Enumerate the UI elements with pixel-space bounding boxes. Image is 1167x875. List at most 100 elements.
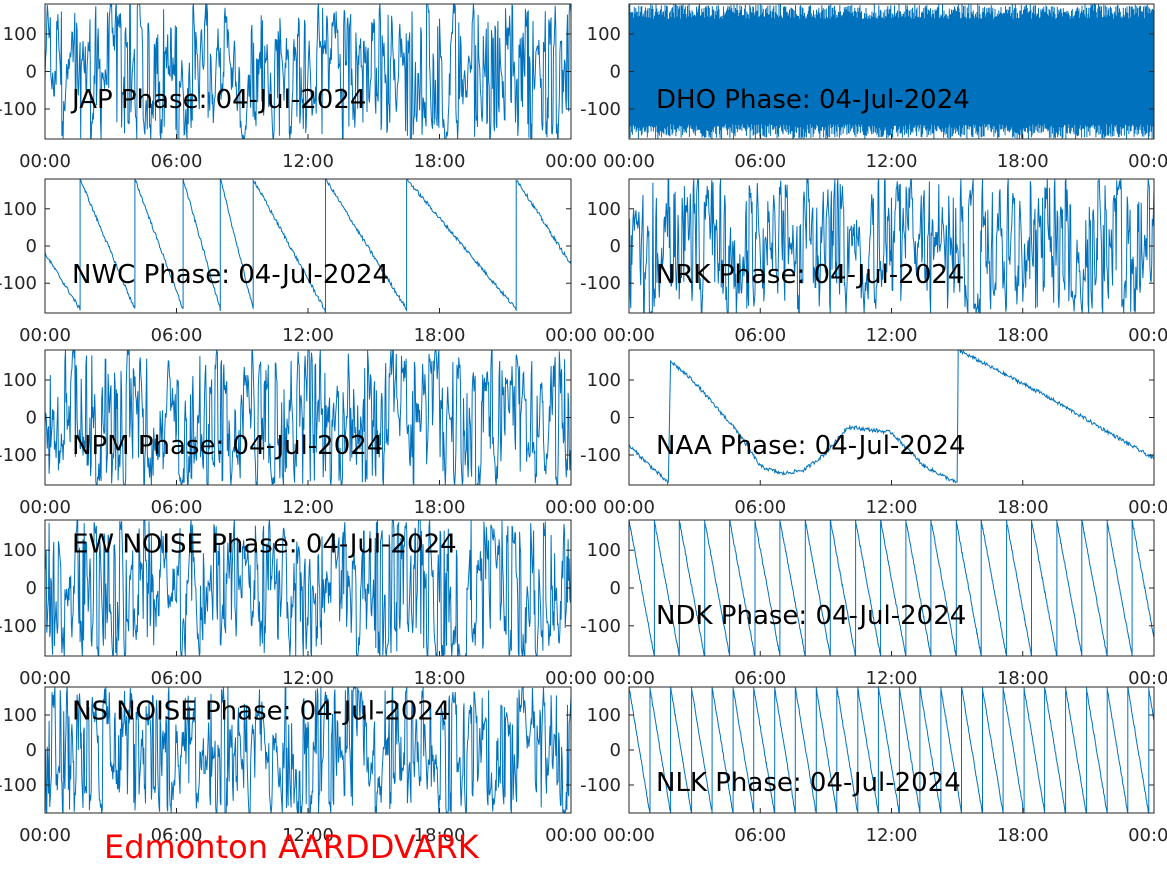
y-tick-label: 0: [26, 578, 37, 599]
panel-title: NPM Phase: 04-Jul-2024: [72, 431, 383, 461]
x-tick-label: 18:00: [997, 668, 1049, 689]
phase-series-line: [45, 687, 571, 813]
panel-title: NLK Phase: 04-Jul-2024: [656, 768, 961, 798]
x-tick-label: 06:00: [734, 497, 786, 518]
x-tick-label: 00:00: [19, 151, 71, 172]
x-tick-label: 00:00: [1128, 497, 1167, 518]
phase-series-line: [45, 179, 571, 313]
y-tick-label: 100: [587, 370, 621, 391]
y-tick-label: -100: [0, 273, 37, 294]
x-tick-label: 12:00: [282, 825, 334, 846]
panel-title: DHO Phase: 04-Jul-2024: [656, 85, 970, 115]
panel-title: NAA Phase: 04-Jul-2024: [656, 431, 966, 461]
x-tick-label: 18:00: [997, 825, 1049, 846]
x-tick-label: 12:00: [282, 151, 334, 172]
x-tick-label: 12:00: [866, 497, 918, 518]
x-tick-label: 06:00: [151, 668, 203, 689]
x-tick-label: 18:00: [414, 668, 466, 689]
x-tick-label: 06:00: [151, 325, 203, 346]
x-tick-label: 06:00: [734, 325, 786, 346]
panel-title: NWC Phase: 04-Jul-2024: [72, 260, 389, 290]
phase-series-line: [629, 350, 1154, 485]
panel-4: 100 0 -100 00:00 06:00 12:00 18:00 00:00 NRK Pha…: [580, 178, 1167, 346]
panel-title: NRK Phase: 04-Jul-2024: [656, 260, 964, 290]
x-tick-label: 06:00: [734, 825, 786, 846]
x-tick-label: 00:00: [545, 497, 597, 518]
y-tick-label: -100: [580, 775, 621, 796]
x-tick-label: 12:00: [866, 668, 918, 689]
panel-1: 100 0 -100 00:00 06:00 12:00 18:00 00:00 JAP Pha…: [0, 3, 597, 172]
y-tick-label: 0: [610, 62, 621, 83]
phase-series-line: [629, 4, 1154, 139]
x-tick-label: 00:00: [545, 825, 597, 846]
x-tick-label: 18:00: [997, 151, 1049, 172]
y-tick-label: 100: [587, 540, 621, 561]
x-tick-label: 00:00: [603, 497, 655, 518]
x-tick-label: 06:00: [151, 825, 203, 846]
axes-frame: [44, 178, 572, 314]
phase-series-line: [45, 350, 571, 485]
x-tick-label: 06:00: [734, 668, 786, 689]
x-tick-label: 12:00: [282, 325, 334, 346]
panel-9: 100 0 -100 00:00 06:00 12:00 18:00 00:00 NS NOIS…: [0, 686, 597, 846]
y-tick-label: -100: [0, 616, 37, 637]
x-tick-label: 18:00: [414, 497, 466, 518]
y-tick-label: 100: [3, 199, 37, 220]
x-tick-label: 00:00: [1128, 325, 1167, 346]
y-tick-label: 0: [26, 236, 37, 257]
x-tick-label: 00:00: [19, 825, 71, 846]
x-tick-label: 12:00: [866, 151, 918, 172]
panel-3: 100 0 -100 00:00 06:00 12:00 18:00 00:00 NWC Pha…: [0, 178, 597, 346]
panel-title: NS NOISE Phase: 04-Jul-2024: [72, 696, 451, 726]
axes-frame: [628, 519, 1155, 657]
y-tick-label: -100: [0, 775, 37, 796]
x-tick-label: 18:00: [997, 325, 1049, 346]
x-tick-label: 00:00: [19, 497, 71, 518]
y-tick-label: 100: [3, 370, 37, 391]
x-tick-label: 00:00: [603, 151, 655, 172]
x-tick-label: 12:00: [866, 825, 918, 846]
panel-2: 100 0 -100 00:00 06:00 12:00 18:00 00:00 DHO Pha…: [580, 3, 1167, 172]
y-tick-label: -100: [0, 445, 37, 466]
phase-series-line: [629, 520, 1154, 656]
x-tick-label: 00:00: [545, 151, 597, 172]
x-tick-label: 12:00: [282, 497, 334, 518]
x-tick-label: 00:00: [603, 825, 655, 846]
y-tick-label: 0: [610, 408, 621, 429]
x-tick-label: 12:00: [282, 668, 334, 689]
y-tick-label: 0: [610, 578, 621, 599]
x-tick-label: 12:00: [866, 325, 918, 346]
y-tick-label: 100: [3, 540, 37, 561]
x-tick-label: 00:00: [1128, 668, 1167, 689]
phase-series-line: [45, 520, 571, 656]
x-tick-label: 06:00: [734, 151, 786, 172]
phase-series-line: [45, 4, 571, 139]
phase-series-line: [629, 179, 1154, 313]
x-tick-label: 06:00: [151, 151, 203, 172]
y-tick-label: 100: [3, 705, 37, 726]
x-tick-label: 00:00: [19, 668, 71, 689]
y-tick-label: 100: [3, 24, 37, 45]
x-tick-label: 18:00: [414, 325, 466, 346]
x-tick-label: 18:00: [997, 497, 1049, 518]
panel-title: NDK Phase: 04-Jul-2024: [656, 601, 966, 631]
x-tick-label: 00:00: [603, 668, 655, 689]
station-label: Edmonton AARDDVARK: [104, 828, 479, 866]
x-tick-label: 18:00: [414, 151, 466, 172]
x-tick-label: 00:00: [545, 668, 597, 689]
y-tick-label: -100: [580, 99, 621, 120]
x-tick-label: 18:00: [414, 825, 466, 846]
axes-frame: [628, 349, 1155, 486]
x-tick-label: 00:00: [1128, 151, 1167, 172]
x-tick-label: 00:00: [19, 325, 71, 346]
x-tick-label: 00:00: [1128, 825, 1167, 846]
panel-10: 100 0 -100 00:00 06:00 12:00 18:00 00:00 NLK Pha…: [580, 686, 1167, 846]
panel-title: JAP Phase: 04-Jul-2024: [70, 85, 366, 115]
x-tick-label: 00:00: [545, 325, 597, 346]
y-tick-label: 100: [587, 199, 621, 220]
y-tick-label: 100: [587, 705, 621, 726]
y-tick-label: 100: [587, 24, 621, 45]
y-tick-label: 0: [26, 62, 37, 83]
y-tick-label: 0: [610, 236, 621, 257]
